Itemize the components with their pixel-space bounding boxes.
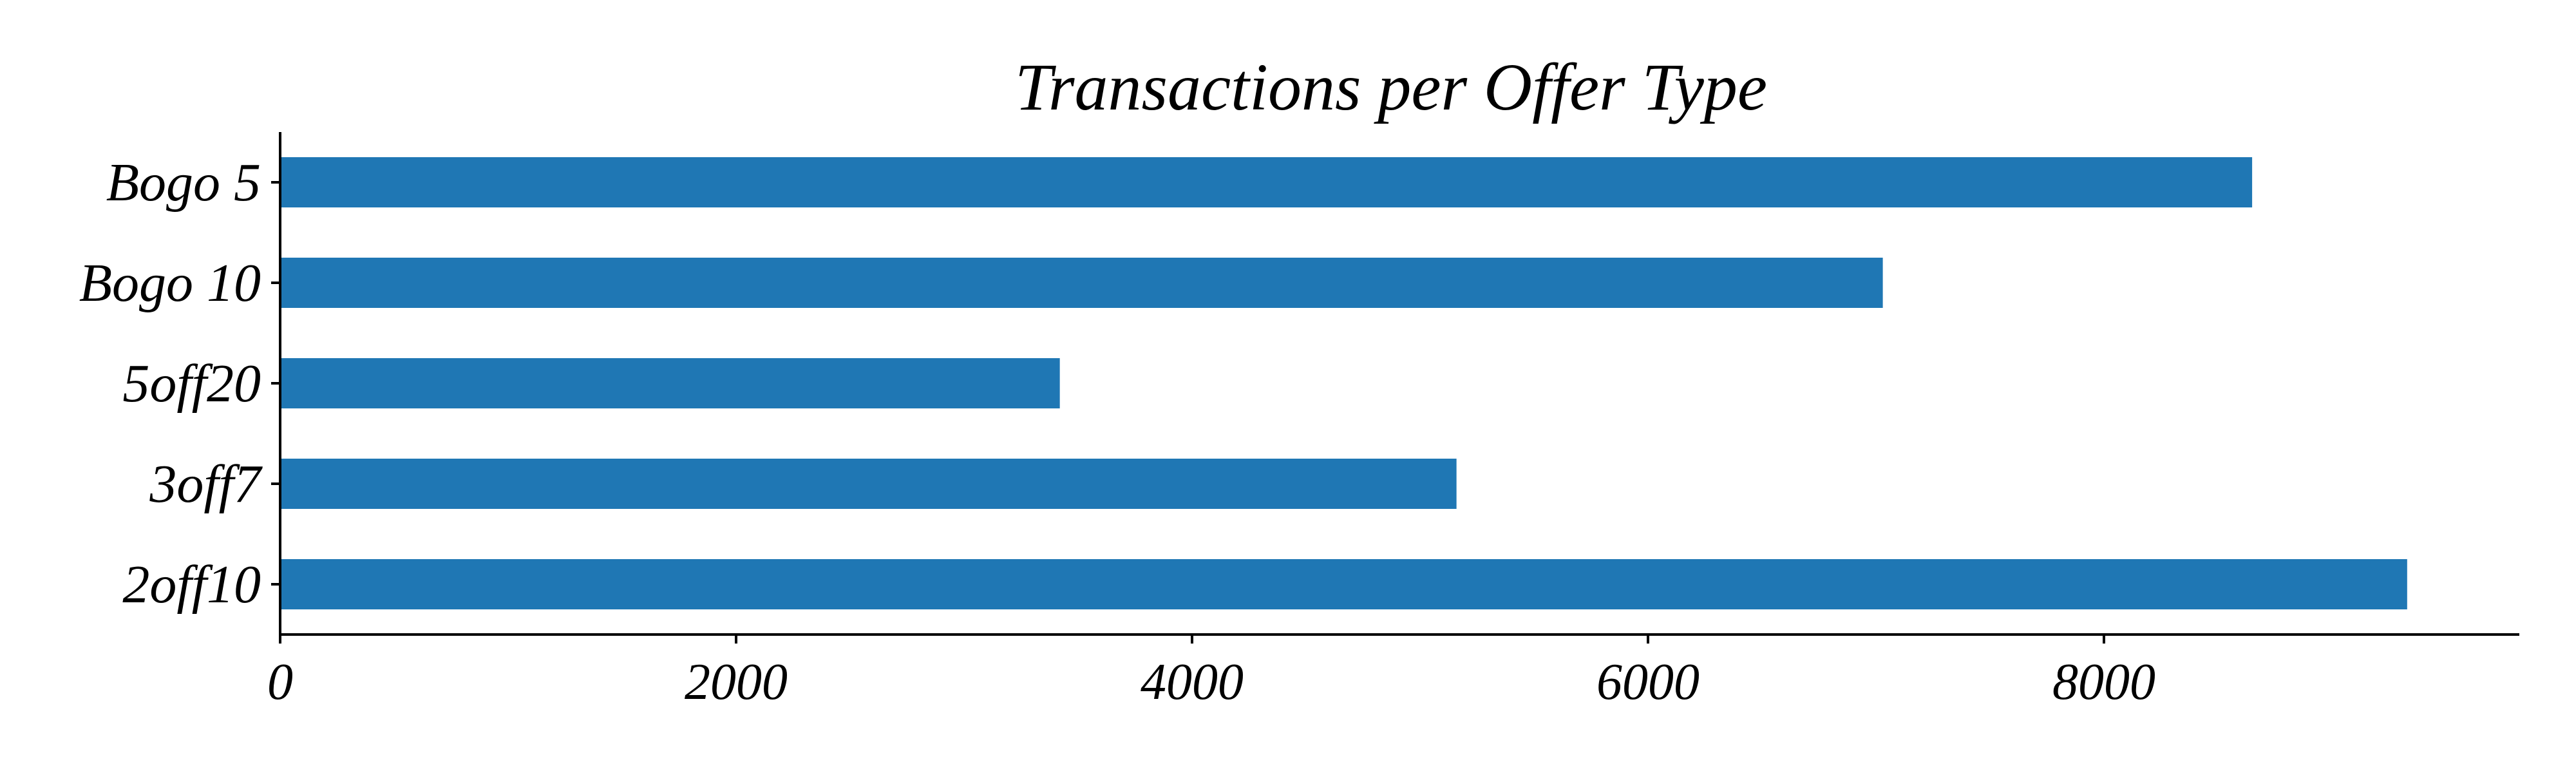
bar-5off20 xyxy=(280,358,1060,408)
bar-bogo-5 xyxy=(280,157,2253,207)
y-tick-label: Bogo 10 xyxy=(79,253,261,313)
y-tick-label: 5off20 xyxy=(122,354,261,414)
x-ticks-group: 0 2000 4000 6000 8000 xyxy=(267,635,2155,711)
y-tick-label: Bogo 5 xyxy=(106,153,261,213)
bar-2off10 xyxy=(280,559,2407,609)
bar-bogo-10 xyxy=(280,258,1883,308)
x-tick-label: 0 xyxy=(267,654,293,711)
y-ticks-group: Bogo 5 Bogo 10 5off20 3off7 2off10 xyxy=(79,153,280,615)
x-tick-label: 2000 xyxy=(685,654,788,711)
bar-3off7 xyxy=(280,459,1457,509)
x-tick-label: 8000 xyxy=(2052,654,2155,711)
x-tick-label: 4000 xyxy=(1141,654,1244,711)
bars-group xyxy=(280,157,2407,609)
y-tick-label: 3off7 xyxy=(149,454,263,514)
chart-title: Transactions per Offer Type xyxy=(1015,50,1767,124)
x-tick-label: 6000 xyxy=(1596,654,1700,711)
y-tick-label: 2off10 xyxy=(122,555,261,615)
